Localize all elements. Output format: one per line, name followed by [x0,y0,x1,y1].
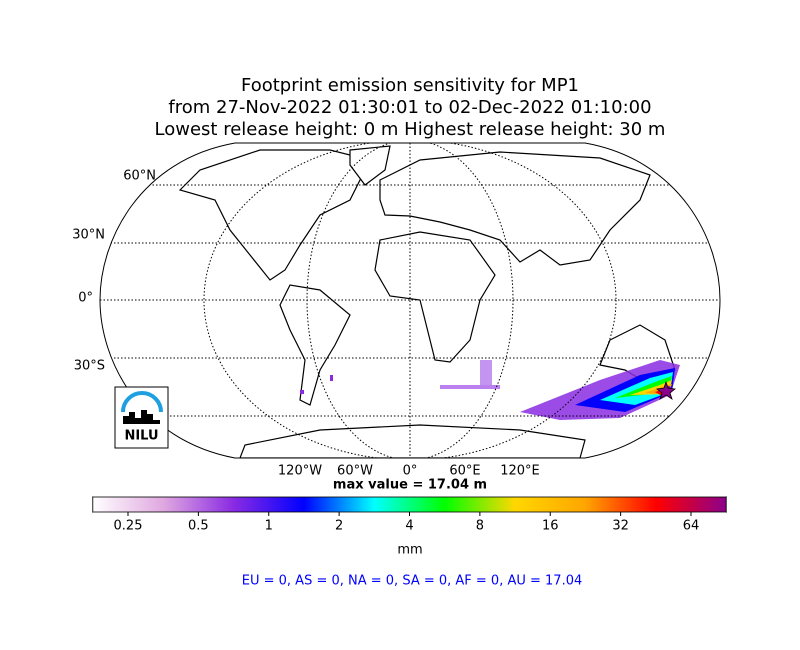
continents [178,145,676,458]
lon-label: 60°E [449,464,480,479]
max-value: max value = 17.04 m [333,478,487,493]
release-site [656,380,676,400]
lat-label: 60°N [123,169,156,184]
colorbar-tick-label: 32 [612,519,629,534]
lon-label: 120°E [500,464,540,479]
colorbar-tick-label: 8 [476,519,484,534]
title-line: Footprint emission sensitivity for MP1 [241,75,579,96]
map-border [99,142,721,459]
title-line: from 27-Nov-2022 01:30:01 to 02-Dec-2022… [168,97,651,118]
map [100,143,720,458]
logo-text: NILU [124,429,158,444]
lat-label: 30°N [72,228,105,243]
lat-label: 0° [78,291,93,306]
colorbar-tick-label: 0.25 [114,519,143,534]
colorbar-bar [92,496,727,513]
colorbar-tick-label: 1 [265,519,273,534]
colorbar-tick-label: 2 [335,519,343,534]
colorbar-label: mm [397,543,422,558]
colorbar-tick-label: 4 [405,519,413,534]
region-summary: EU = 0, AS = 0, NA = 0, SA = 0, AF = 0, … [242,574,583,589]
colorbar-tick-label: 16 [542,519,559,534]
colorbar: 0.25 0.5 1 2 4 8 16 32 64 [92,495,727,534]
logo: NILU [114,386,169,449]
colorbar-tick-label: 0.5 [188,519,209,534]
lon-label: 0° [403,464,418,479]
lat-label: 30°S [74,359,105,374]
colorbar-tick-label: 64 [683,519,700,534]
title-line: Lowest release height: 0 m Highest relea… [155,119,666,140]
lon-label: 120°W [278,464,322,479]
lon-label: 60°W [337,464,373,479]
graticule [100,143,720,458]
